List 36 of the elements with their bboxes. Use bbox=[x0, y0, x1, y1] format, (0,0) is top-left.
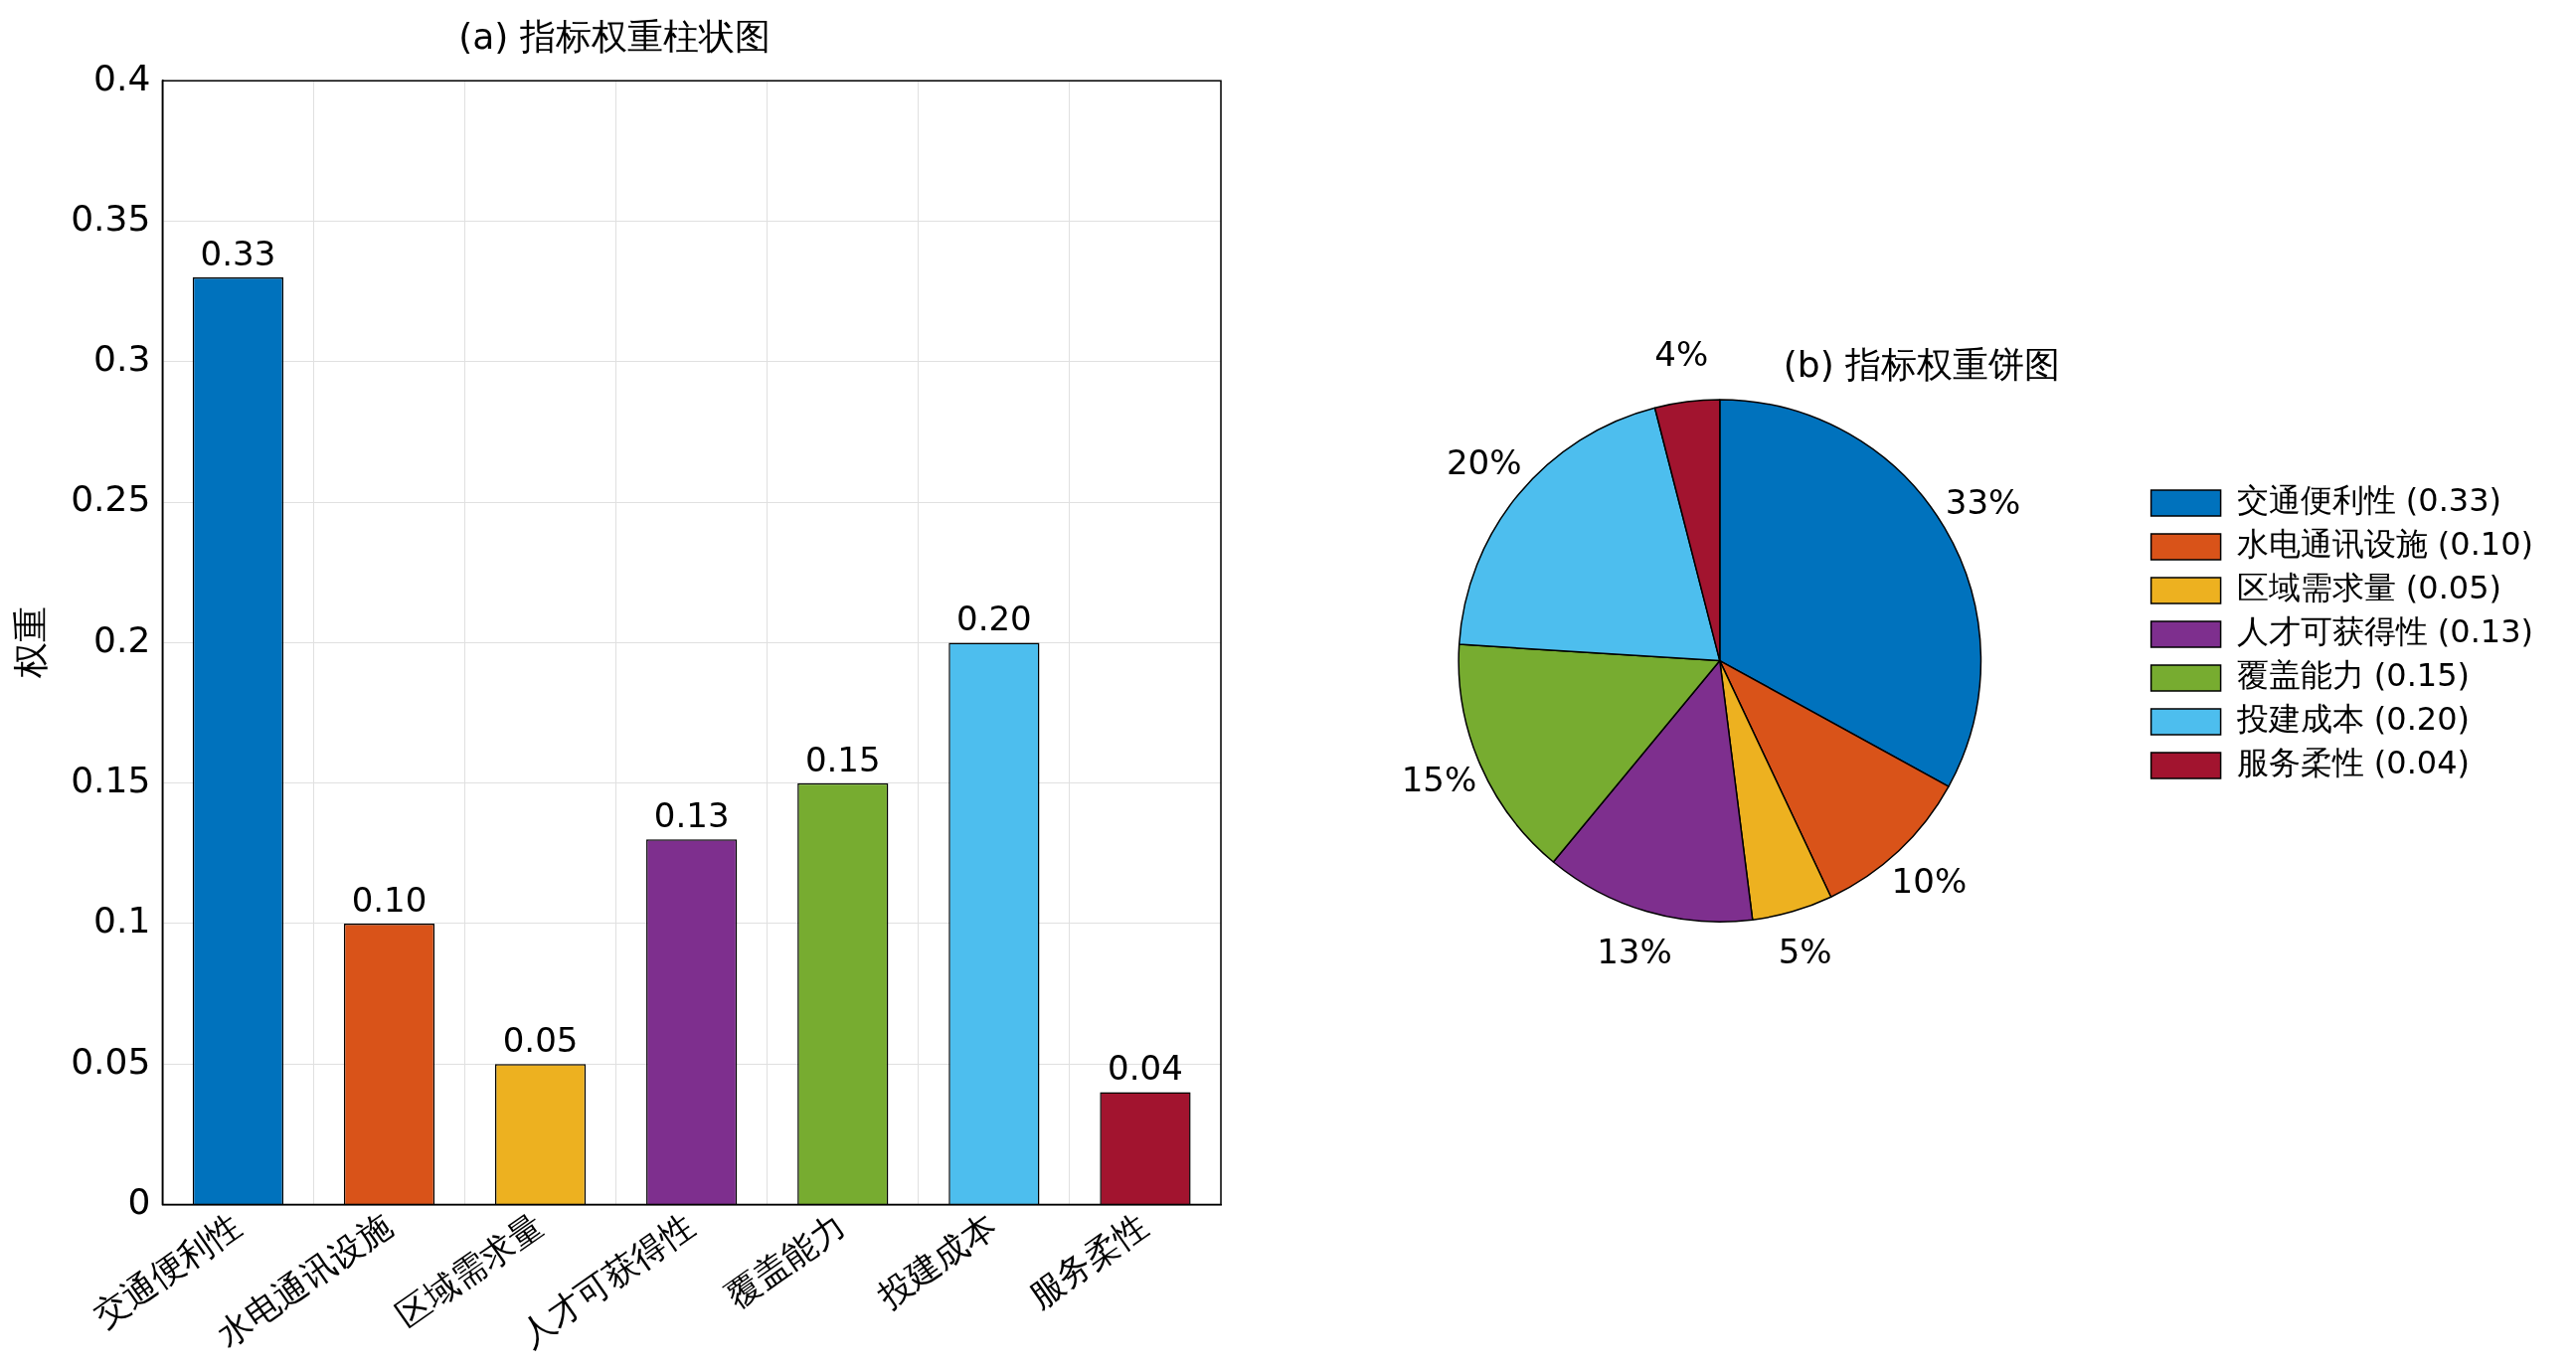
data-label: 0.05 bbox=[502, 1020, 579, 1061]
y-tick-label: 0.2 bbox=[93, 618, 151, 660]
data-label: 13% bbox=[1597, 931, 1672, 971]
legend-label: 服务柔性 (0.04) bbox=[2236, 744, 2470, 782]
y-tick-label: 0.4 bbox=[93, 57, 151, 98]
data-label: 10% bbox=[1891, 860, 1968, 901]
chart-title: (b) 指标权重饼图 bbox=[1783, 343, 2061, 385]
y-tick-label: 0.35 bbox=[71, 197, 151, 239]
x-tick-label: 覆盖能力 bbox=[719, 1205, 853, 1316]
y-tick-label: 0 bbox=[127, 1180, 151, 1222]
data-label: 0.15 bbox=[804, 739, 881, 779]
data-label: 5% bbox=[1778, 931, 1832, 971]
chart-title: (a) 指标权重柱状图 bbox=[458, 15, 771, 57]
legend-label: 人才可获得性 (0.13) bbox=[2236, 612, 2533, 651]
data-label: 0.33 bbox=[200, 233, 276, 273]
x-tick-label: 服务柔性 bbox=[1021, 1205, 1155, 1316]
data-label: 15% bbox=[1401, 759, 1477, 799]
data-label: 20% bbox=[1446, 442, 1522, 483]
data-label: 4% bbox=[1654, 334, 1709, 375]
y-tick-label: 0.3 bbox=[93, 338, 151, 380]
x-tick-label: 投建成本 bbox=[869, 1205, 1004, 1316]
y-tick-label: 0.05 bbox=[71, 1040, 151, 1082]
legend-label: 交通便利性 (0.33) bbox=[2236, 481, 2501, 520]
legend-label: 覆盖能力 (0.15) bbox=[2236, 656, 2470, 695]
legend-label: 投建成本 (0.20) bbox=[2235, 700, 2470, 739]
y-tick-label: 0.15 bbox=[71, 760, 151, 801]
data-label: 0.20 bbox=[956, 599, 1032, 639]
data-label: 33% bbox=[1945, 481, 2021, 522]
legend-label: 水电通讯设施 (0.10) bbox=[2236, 525, 2533, 564]
data-label: 0.10 bbox=[351, 879, 428, 920]
y-axis-title: 权重 bbox=[9, 606, 51, 680]
data-label: 0.04 bbox=[1108, 1048, 1183, 1089]
data-label: 0.13 bbox=[653, 795, 730, 836]
legend-label: 区域需求量 (0.05) bbox=[2236, 569, 2501, 607]
y-tick-label: 0.25 bbox=[71, 478, 151, 520]
y-tick-label: 0.1 bbox=[93, 900, 151, 942]
